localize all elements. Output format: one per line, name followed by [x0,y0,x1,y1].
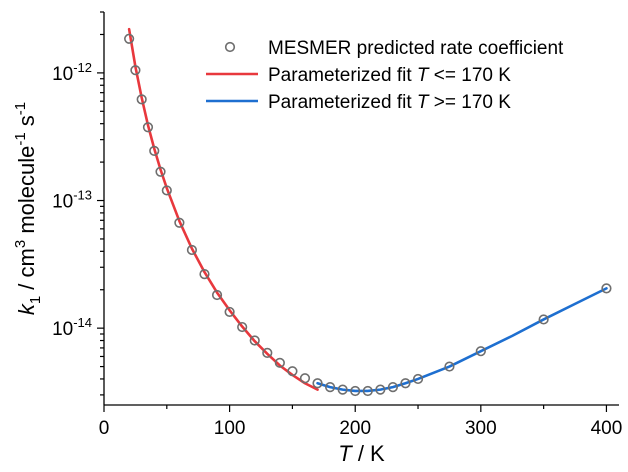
y-tick-exponent: -12 [73,60,92,75]
y-axis-subscript: 1 [27,296,44,304]
data-point [475,346,486,357]
legend-label-text: Parameterized fit [268,65,417,86]
data-point [538,314,549,325]
y-axis-unit-exp: -1 [12,132,29,145]
data-point [299,373,311,384]
y-tick-label: 10-14 [52,315,92,340]
y-tick-label: 10-13 [52,188,92,213]
legend-label-italic: T [417,65,430,86]
y-axis-unit: molecule [14,146,39,240]
data-point [155,166,166,177]
data-point [412,373,424,385]
data-point [350,385,361,397]
data-point [324,382,336,393]
x-tick-label: 400 [591,418,623,439]
y-tick-label: 10-12 [52,60,92,85]
data-point [224,306,235,318]
data-point [142,122,154,133]
data-point [400,378,411,389]
legend: MESMER predicted rate coefficient Paramet… [206,38,564,113]
y-axis-symbol: k [14,303,39,315]
data-point [237,321,248,333]
legend-label: MESMER predicted rate coefficient [268,38,564,59]
legend-label-suffix: >= 170 K [429,92,512,113]
x-axis-unit: / K [352,441,385,466]
data-point [387,382,399,393]
data-point [312,378,323,389]
data-point [130,65,141,76]
x-tick-label: 300 [465,418,497,439]
data-point [186,244,198,256]
legend-label-italic: T [417,92,430,113]
data-point [601,283,612,294]
x-axis-symbol: T [338,441,353,466]
y-axis-title: k1 / cm3 molecule-1 s-1 [12,102,44,315]
x-tick-label: 200 [339,418,371,439]
data-point [274,357,285,368]
y-tick-base: 10 [52,319,73,340]
y-tick-base: 10 [52,192,73,213]
data-point [444,361,455,372]
fit-line-series-1 [127,27,319,391]
data-point [161,185,172,196]
x-axis-title: T / K [338,441,385,466]
data-point [249,335,260,346]
legend-label-suffix: <= 170 K [429,65,512,86]
data-point [375,384,386,395]
legend-label-text: MESMER predicted rate coefficient [268,38,564,59]
y-axis-unit-exp: 3 [12,240,29,248]
y-axis-unit-exp: -1 [12,102,29,115]
x-tick-label: 0 [99,418,110,439]
data-point [174,217,185,228]
legend-marker [224,41,236,53]
data-point [149,145,160,156]
y-tick-base: 10 [52,64,73,85]
plot-area [124,27,612,397]
y-tick-exponent: -13 [73,188,92,203]
fit-line-series-2 [316,287,608,393]
data-point [199,269,210,280]
data-point [262,347,273,358]
y-tick-exponent: -14 [73,315,92,330]
data-point [362,385,373,397]
x-tick-label: 100 [214,418,246,439]
data-point [136,94,147,105]
data-point [337,384,348,395]
y-axis-unit: s [14,115,39,132]
legend-label-text: Parameterized fit [268,92,417,113]
legend-label: Parameterized fit T >= 170 K [268,92,511,113]
data-point [287,366,298,377]
legend-label: Parameterized fit T <= 170 K [268,65,511,86]
y-axis-unit: / cm [14,248,39,296]
data-point [124,33,135,44]
data-point [211,289,223,301]
